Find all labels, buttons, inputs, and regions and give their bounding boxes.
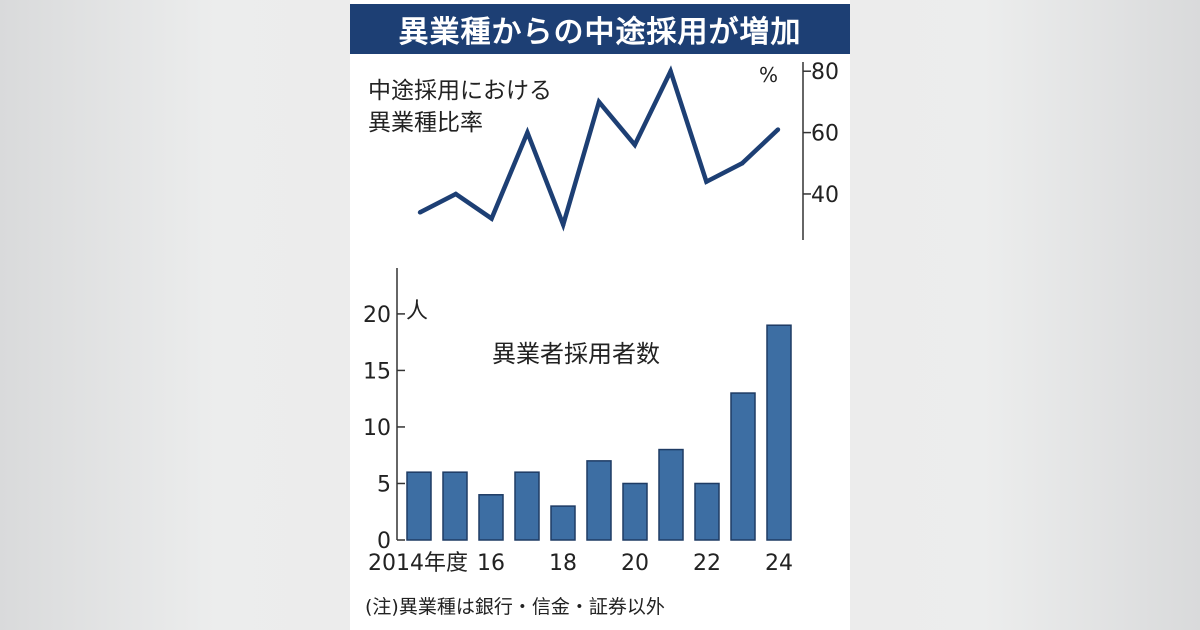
bar-chart-x-ticks: 2014年度 16 18 20 22 24 <box>368 551 793 576</box>
line-point <box>453 191 458 197</box>
bar-x-tick-label: 20 <box>621 551 649 576</box>
line-y-tick-label: 80 <box>811 60 839 85</box>
line-point <box>417 210 423 215</box>
bar-chart-y-ticks: 0 5 10 15 20 <box>363 303 405 554</box>
bar <box>622 482 648 541</box>
bar <box>730 392 756 541</box>
line-chart-unit: % <box>759 63 778 87</box>
line-point <box>489 216 494 221</box>
bar <box>550 505 576 541</box>
bar-x-tick-label: 22 <box>693 551 721 576</box>
line-point <box>704 179 709 184</box>
line-chart-title-line-1: 中途採用における <box>368 78 552 104</box>
line-point <box>740 161 745 166</box>
line-point <box>668 69 673 74</box>
bar <box>478 494 504 541</box>
bar <box>586 460 612 541</box>
bar-chart-bars <box>406 324 792 541</box>
page-title: 異業種からの中途採用が増加 <box>350 4 850 54</box>
line-point <box>596 99 602 105</box>
line-y-tick-label: 40 <box>811 183 839 208</box>
line-point <box>525 130 530 135</box>
bar-y-tick-label: 0 <box>377 529 391 554</box>
bar-x-tick-label: 18 <box>549 551 577 576</box>
bar-x-tick-label: 24 <box>765 551 793 576</box>
bar-chart-unit: 人 <box>406 299 428 324</box>
bar <box>442 471 468 541</box>
bar <box>658 448 684 541</box>
bar-x-tick-label: 16 <box>477 551 505 576</box>
footnote: (注)異業種は銀行・信金・証券以外 <box>365 596 665 618</box>
bar-y-tick-label: 15 <box>363 359 391 384</box>
line-chart-title-line-2: 異業種比率 <box>368 110 483 136</box>
bar-chart-title: 異業者採用者数 <box>492 340 660 368</box>
bar <box>406 471 432 541</box>
bar-y-tick-label: 20 <box>363 303 391 328</box>
bar <box>694 482 720 541</box>
bar <box>766 324 792 541</box>
line-chart-y-ticks: 40 60 80 <box>803 60 839 208</box>
line-chart-points <box>417 69 781 227</box>
line-point <box>632 142 637 148</box>
line-point <box>775 127 781 132</box>
bar-y-tick-label: 10 <box>363 416 391 441</box>
bar-x-tick-label: 2014年度 <box>368 551 468 576</box>
bar-y-tick-label: 5 <box>377 472 391 497</box>
bar <box>514 471 540 541</box>
line-point <box>561 222 566 227</box>
line-y-tick-label: 60 <box>811 122 839 147</box>
